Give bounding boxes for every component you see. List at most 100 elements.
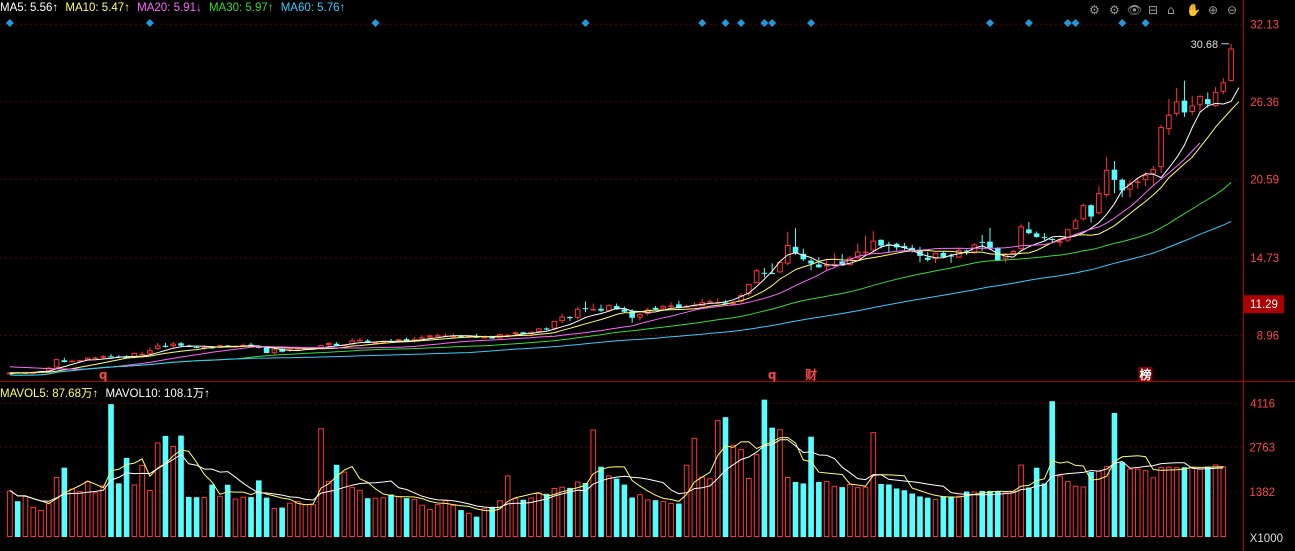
mavol5-line: [9, 436, 1224, 512]
candle-body: [185, 346, 192, 348]
zoom-in-icon[interactable]: ⊕: [1208, 3, 1219, 17]
candle-body: [1010, 251, 1017, 254]
volume-bar: [147, 490, 153, 537]
event-marker: q: [768, 368, 777, 382]
candle-body: [61, 360, 68, 362]
volume-bar: [1064, 481, 1071, 537]
event-diamond: [1071, 19, 1080, 27]
candle-body: [847, 257, 853, 266]
hand-icon[interactable]: ✋: [1186, 3, 1201, 17]
volume-bar: [263, 497, 270, 537]
volume-bar: [1026, 487, 1032, 537]
candle-body: [92, 357, 99, 360]
candle-body: [870, 240, 877, 251]
candle: [574, 307, 581, 320]
candle-body: [481, 337, 488, 339]
volume-bar: [808, 436, 814, 537]
volume-bar: [769, 427, 775, 537]
candle: [582, 301, 589, 313]
bag-icon[interactable]: ⊟: [1148, 3, 1159, 17]
candle: [917, 247, 923, 263]
candle: [1197, 95, 1203, 113]
volume-bar: [232, 498, 239, 537]
candle: [870, 231, 877, 253]
volume-bar: [201, 496, 208, 538]
candle-body: [279, 348, 285, 352]
candle: [644, 307, 651, 316]
candle-body: [590, 309, 597, 311]
candle-body: [1064, 229, 1071, 241]
volume-ma-lines: [9, 436, 1224, 512]
ma60-label: MA60: 5.76↑: [280, 2, 346, 14]
home-icon[interactable]: ⌂: [1167, 3, 1175, 17]
eye-icon[interactable]: 👁: [1127, 3, 1143, 17]
volume-bar: [971, 491, 978, 537]
volume-bar: [341, 471, 348, 538]
volume-bar: [1197, 468, 1203, 537]
volume-bar: [847, 483, 853, 537]
volume-bar: [1158, 467, 1164, 537]
ma60-line: [9, 220, 1232, 376]
event-diamond: [1118, 19, 1127, 27]
candle: [924, 251, 931, 262]
volume-bar: [240, 496, 247, 538]
volume-bar: [1072, 485, 1079, 537]
volume-bar: [92, 492, 99, 537]
candle: [1049, 238, 1056, 243]
volume-bar: [1189, 467, 1196, 537]
event-diamond: [1024, 19, 1033, 27]
volume-bar: [427, 509, 433, 537]
volume-bar: [1166, 466, 1172, 537]
candle: [1158, 124, 1164, 173]
candle: [178, 341, 184, 347]
volume-bar: [1127, 468, 1133, 537]
candle-body: [963, 250, 970, 252]
volume-bar: [574, 481, 581, 537]
volume-bar: [1103, 466, 1110, 537]
volume-bar: [279, 507, 285, 537]
mavol10-line: [9, 439, 1224, 509]
volume-bar: [1096, 470, 1102, 538]
volume-bar: [551, 487, 558, 538]
candle: [753, 269, 760, 284]
volume-bar: [1220, 466, 1227, 537]
candle: [271, 348, 278, 355]
candle-body: [178, 343, 184, 346]
candle: [162, 342, 169, 348]
volume-bar: [800, 483, 807, 537]
candle: [1220, 78, 1227, 95]
event-diamond: [768, 19, 777, 27]
candle: [862, 235, 869, 254]
event-marker: q: [99, 368, 108, 382]
marker-box: [1138, 367, 1153, 381]
candle: [1064, 228, 1071, 243]
cog-icon[interactable]: ⚙: [1109, 3, 1120, 17]
settings-icon[interactable]: ⚙: [1089, 3, 1100, 17]
volume-bar: [816, 481, 822, 537]
candle-body: [606, 305, 612, 311]
candle-body: [1189, 105, 1196, 113]
candle: [100, 354, 107, 359]
volume-bar: [458, 510, 464, 537]
candle: [1010, 249, 1017, 255]
candle: [567, 316, 573, 321]
ma20-label: MA20: 5.91↓: [137, 2, 202, 14]
candle-body: [263, 347, 270, 353]
candle-body: [69, 360, 75, 363]
candle: [1111, 161, 1118, 194]
volume-bar: [326, 480, 332, 538]
volume-bar: [839, 487, 845, 537]
candle-body: [364, 340, 371, 343]
zoom-out-icon[interactable]: ⊖: [1227, 3, 1238, 17]
candle-body: [878, 239, 884, 246]
volume-bar: [489, 506, 495, 537]
candle-body: [1057, 241, 1063, 243]
volume-bar: [357, 489, 363, 537]
candle-body: [1111, 169, 1118, 180]
candle-body: [380, 341, 387, 343]
price-tick-label: 8.96: [1257, 331, 1279, 343]
candle: [784, 231, 791, 266]
volume-bar: [318, 428, 324, 538]
volume-bar: [53, 477, 60, 537]
